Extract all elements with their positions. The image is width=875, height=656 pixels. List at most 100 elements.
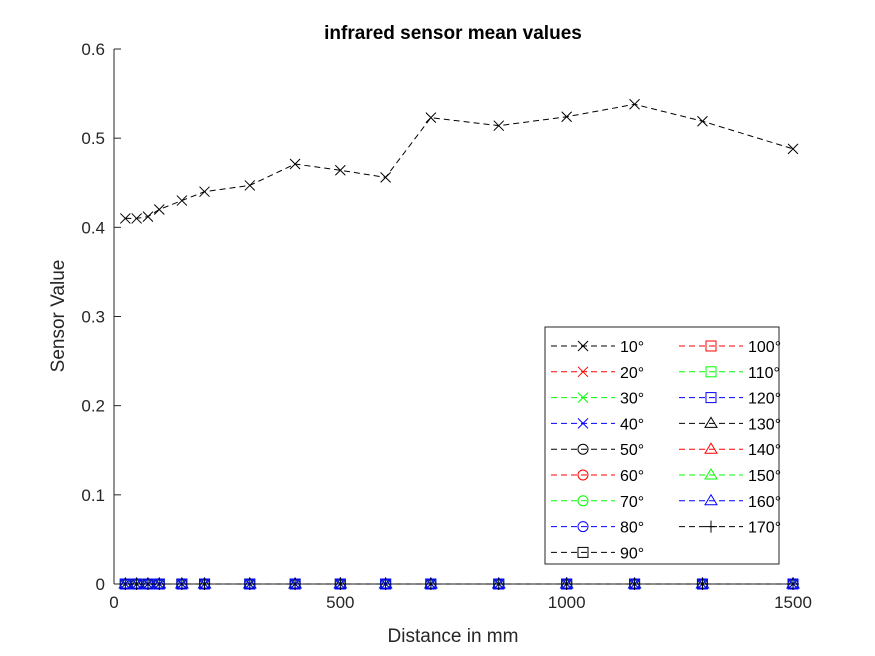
legend-marker: [577, 443, 589, 455]
legend-marker: [705, 366, 717, 378]
legend-label: 120°: [748, 391, 781, 408]
legend-marker: [705, 392, 717, 404]
data-point: [696, 578, 709, 590]
data-point: [199, 186, 210, 198]
data-point: [289, 158, 301, 170]
data-point: [141, 578, 154, 590]
legend-marker: [577, 366, 589, 378]
legend-box: [544, 326, 780, 565]
data-point: [334, 578, 347, 590]
legend-label: 100°: [748, 339, 781, 356]
legend-item: 140°: [679, 442, 781, 459]
legend-marker: [577, 521, 589, 533]
data-point: [198, 578, 211, 590]
series-line: [125, 103, 794, 219]
legend-item: 20°: [551, 365, 644, 382]
y-axis-label: Sensor Value: [48, 260, 69, 373]
legend-item: 60°: [551, 468, 644, 485]
y-tick-label: 0.2: [81, 397, 105, 416]
legend-item: 120°: [679, 391, 781, 408]
legend-label: 40°: [620, 416, 644, 433]
legend-item: 50°: [551, 442, 644, 459]
legend-item: 40°: [551, 416, 644, 433]
legend-marker: [577, 418, 589, 429]
data-point: [425, 112, 437, 124]
data-point: [130, 578, 143, 590]
legend-marker: [705, 340, 717, 352]
legend-label: 110°: [748, 365, 780, 382]
y-tick-label: 0.5: [81, 129, 105, 148]
data-point: [424, 578, 437, 590]
legend-marker: [704, 442, 718, 454]
data-point: [334, 164, 346, 176]
legend-item: 10°: [551, 339, 644, 356]
legend-marker: [577, 392, 589, 403]
legend-item: 100°: [679, 339, 781, 356]
legend-item: 170°: [679, 520, 781, 537]
legend-marker: [577, 469, 589, 481]
data-point: [629, 98, 640, 110]
y-tick-label: 0: [96, 575, 105, 594]
legend: 10° 20° 30° 40° 50° 60° 70° 80° 90° 100° 110° 120° 1…: [544, 326, 781, 565]
data-point: [142, 211, 154, 222]
legend-label: 140°: [748, 442, 781, 459]
legend-label: 10°: [620, 339, 644, 356]
series-1: [119, 98, 799, 224]
legend-label: 20°: [620, 365, 644, 382]
legend-marker: [705, 520, 717, 533]
y-tick-label: 0.4: [81, 218, 105, 237]
legend-marker: [577, 495, 589, 507]
data-point: [119, 578, 132, 590]
x-tick-label: 1000: [548, 593, 586, 612]
data-point: [119, 213, 131, 224]
legend-item: 160°: [679, 494, 781, 511]
series-layer: [118, 98, 800, 590]
chart-title: infrared sensor mean values: [324, 23, 582, 44]
legend-label: 70°: [620, 494, 644, 511]
data-point: [243, 578, 256, 590]
legend-marker: [577, 546, 589, 558]
data-point: [697, 115, 708, 127]
data-point: [787, 143, 799, 155]
legend-label: 160°: [748, 494, 781, 511]
y-tick-label: 0.1: [81, 486, 105, 505]
legend-label: 60°: [620, 468, 644, 485]
legend-item: 70°: [551, 494, 644, 511]
legend-label: 150°: [748, 468, 781, 485]
x-tick-label: 500: [326, 593, 354, 612]
x-axis-label: Distance in mm: [388, 626, 519, 647]
legend-marker: [704, 493, 718, 506]
y-tick-label: 0.3: [81, 308, 105, 327]
data-point: [628, 578, 641, 590]
x-tick-label: 1500: [774, 593, 812, 612]
data-point: [787, 578, 799, 590]
legend-label: 30°: [620, 391, 644, 408]
legend-marker: [704, 416, 718, 428]
data-point: [289, 578, 302, 590]
data-point: [492, 578, 505, 590]
legend-item: 80°: [551, 520, 644, 537]
x-tick-label: 0: [109, 593, 118, 612]
data-point: [561, 111, 573, 123]
data-point: [153, 204, 165, 215]
data-point: [153, 578, 166, 590]
series-17: [119, 578, 799, 590]
y-tick-label: 0.6: [81, 40, 105, 59]
legend-item: 90°: [551, 545, 644, 562]
legend-label: 130°: [748, 416, 781, 433]
legend-label: 170°: [748, 520, 781, 537]
legend-item: 150°: [679, 468, 781, 485]
legend-item: 130°: [679, 416, 781, 433]
data-point: [379, 578, 392, 590]
data-point: [244, 180, 256, 191]
legend-label: 90°: [620, 545, 644, 562]
data-point: [493, 120, 505, 132]
data-point: [176, 195, 188, 206]
legend-marker: [577, 340, 589, 352]
legend-item: 110°: [679, 365, 780, 382]
data-point: [560, 578, 573, 590]
legend-label: 50°: [620, 442, 644, 459]
data-point: [380, 172, 391, 183]
legend-item: 30°: [551, 391, 644, 408]
